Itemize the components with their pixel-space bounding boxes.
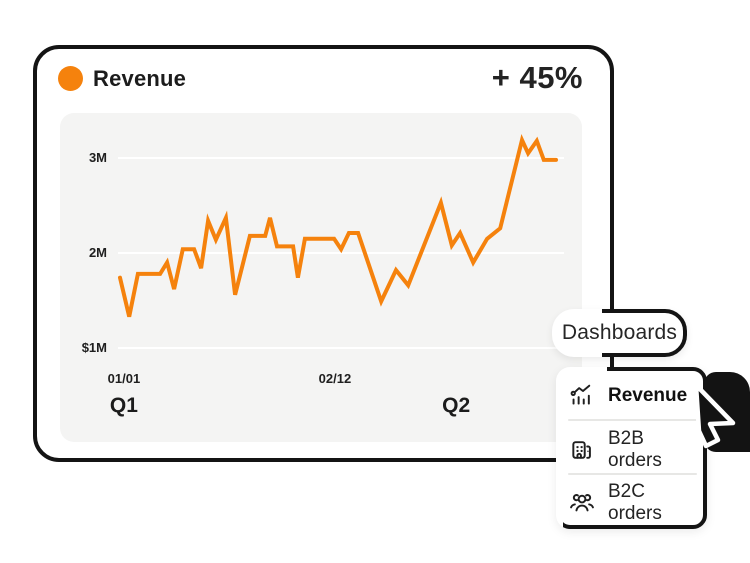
menu-item-revenue[interactable]: Revenue [569,376,699,416]
gridlines [118,157,564,349]
x-axis-tick: 01/01 [107,371,141,386]
chart-panel: 3M 2M $1M 01/01 02/12 Q1 Q2 [60,113,582,442]
menu-item-label: B2C orders [608,481,662,524]
y-axis-tick: 3M [88,150,107,165]
building-icon [572,441,591,459]
menu-separator [568,473,697,475]
quarter-label-q1: Q1 [109,394,138,417]
menu-separator [568,419,697,421]
dashboards-trigger-label: Dashboards [561,321,678,344]
revenue-accent-dot-icon [58,66,83,91]
card-title: Revenue [93,66,187,91]
trend-chart-icon [570,384,591,405]
x-axis-tick: 02/12 [318,371,352,386]
menu-item-b2c-orders[interactable]: B2C orders [569,481,699,524]
dashboards-dropdown-trigger[interactable]: Dashboards [552,309,687,357]
mouse-cursor-icon [693,382,736,449]
dashboards-dropdown-menu: Revenue B2B orders [556,367,707,529]
menu-item-label: B2B orders [608,428,662,471]
menu-item-label: Revenue [608,385,688,406]
y-axis-tick: $1M [81,340,107,355]
quarter-label-q2: Q2 [442,394,471,417]
growth-badge: + 45% [491,60,583,95]
y-axis-tick: 2M [88,245,107,260]
revenue-card: Revenue + 45% 3M 2M $1M 01/01 02/12 Q1 Q… [33,45,614,462]
revenue-line [118,133,558,318]
revenue-line-chart [118,133,564,349]
menu-item-b2b-orders[interactable]: B2B orders [569,428,699,471]
people-icon [570,494,594,512]
